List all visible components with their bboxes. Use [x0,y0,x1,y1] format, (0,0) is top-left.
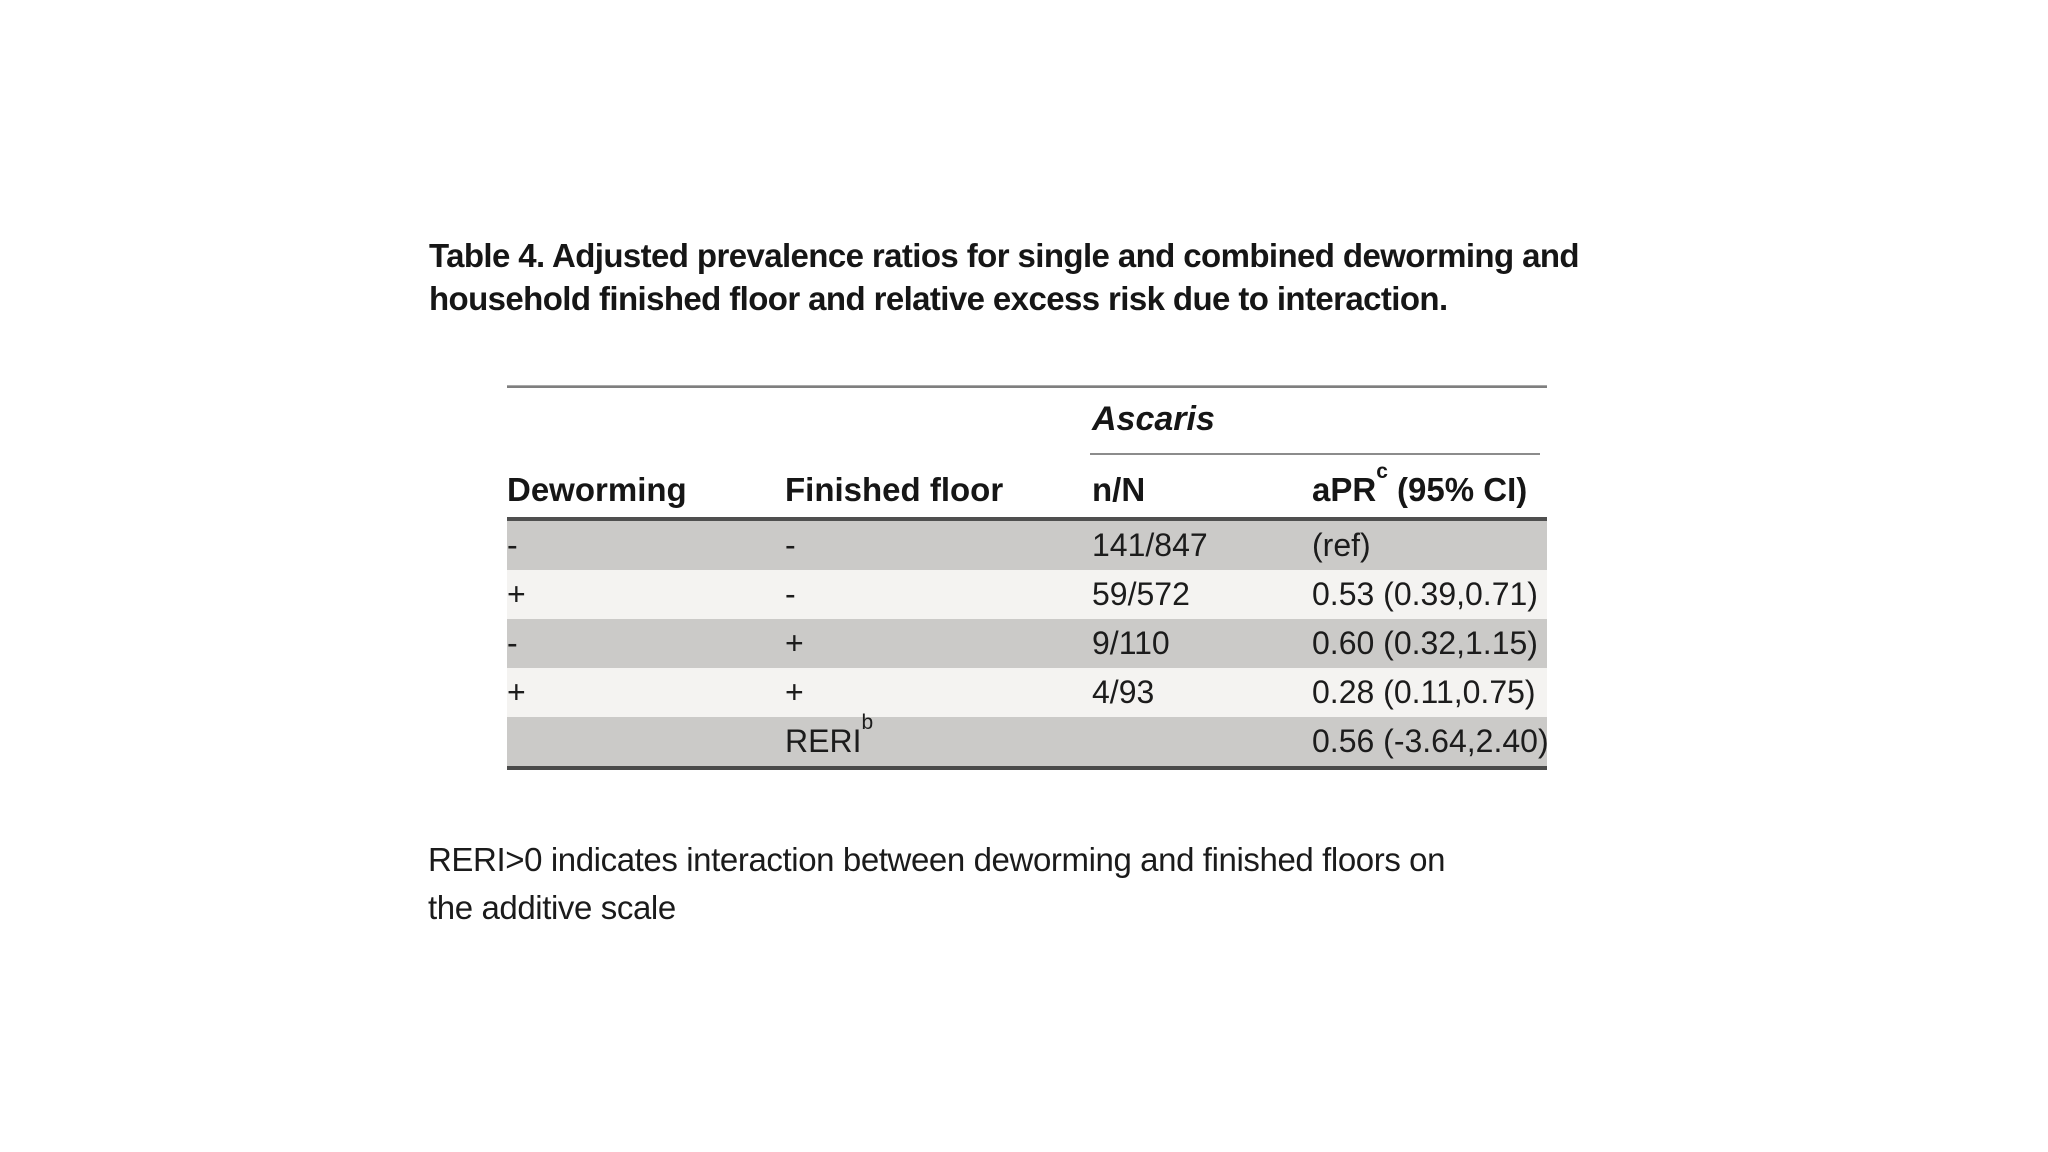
table-top-rule [507,385,1547,388]
cell-finished-floor: - [785,576,796,612]
cell-n-N: 9/110 [1092,625,1170,661]
reri-superscript-b: b [861,711,874,735]
table-title: Table 4. Adjusted prevalence ratios for … [429,234,1829,320]
footnote-line-1: RERI>0 indicates interaction between dew… [428,841,1446,878]
table-title-line-1: Table 4. Adjusted prevalence ratios for … [429,237,1580,274]
cell-reri-label: RERIb [785,712,1092,760]
footnote-line-2: the additive scale [428,889,676,926]
table-row: + - 59/572 0.53 (0.39,0.71) [507,570,1547,619]
reri-footnote: RERI>0 indicates interaction between dew… [428,836,1828,932]
cell-n-N: 4/93 [1092,674,1155,710]
cell-deworming: - [507,625,518,661]
column-header-apr-ci: aPRc (95% CI) [1312,461,1547,509]
table-bottom-rule [507,766,1547,770]
cell-finished-floor: + [785,625,804,661]
column-header-n-N: n/N [1092,471,1146,508]
cell-finished-floor: - [785,527,796,563]
cell-apr-ci: 0.56 (-3.64,2.40) [1312,723,1549,759]
table-row: - - 141/847 (ref) [507,521,1547,570]
cell-deworming: + [507,576,526,612]
apr-superscript-c: c [1376,460,1388,483]
apr-label: aPR [1312,471,1377,508]
reri-label: RERI [785,723,862,759]
header-bottom-rule [507,517,1547,521]
table-header: Ascaris Deworming Finished floor n/N aPR… [507,388,1547,517]
column-headers: Deworming Finished floor n/N aPRc (95% C… [507,461,1547,509]
table-title-line-2: household finished floor and relative ex… [429,280,1448,317]
cell-n-N: 59/572 [1092,576,1190,612]
cell-deworming: + [507,674,526,710]
table-row: - + 9/110 0.60 (0.32,1.15) [507,619,1547,668]
prevalence-ratio-table: Ascaris Deworming Finished floor n/N aPR… [507,385,1549,770]
cell-apr-ci: 0.28 (0.11,0.75) [1312,674,1536,710]
spanner-underline [1090,453,1540,455]
table-row: + + 4/93 0.28 (0.11,0.75) [507,668,1547,717]
spanner-ascaris: Ascaris [1092,400,1215,438]
cell-deworming: - [507,527,518,563]
table-row-reri: RERIb 0.56 (-3.64,2.40) [507,712,1549,766]
cell-finished-floor: + [785,674,804,710]
cell-apr-ci: 0.53 (0.39,0.71) [1312,576,1538,612]
apr-ci-label: (95% CI) [1387,471,1528,508]
column-header-deworming: Deworming [507,471,687,508]
cell-apr-ci: (ref) [1312,527,1371,563]
cell-apr-ci: 0.60 (0.32,1.15) [1312,625,1538,661]
cell-n-N: 141/847 [1092,527,1208,563]
column-header-finished-floor: Finished floor [785,471,1004,508]
